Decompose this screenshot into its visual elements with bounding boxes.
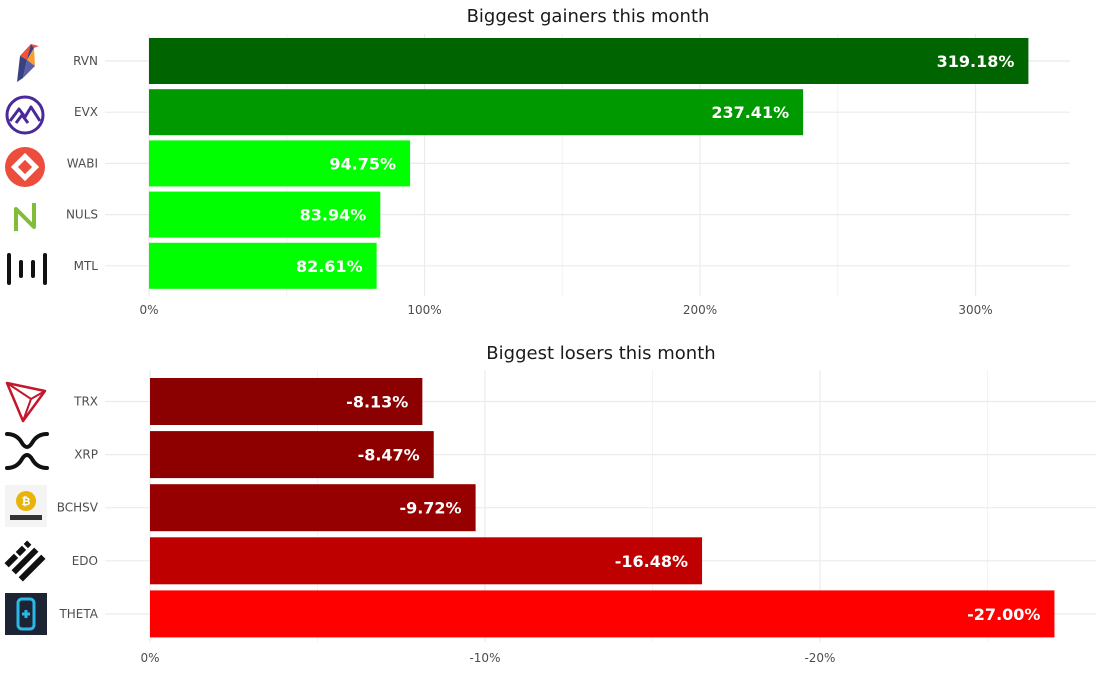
category-label: THETA <box>58 607 98 621</box>
loser-bar-theta <box>150 590 1055 638</box>
losers-bars <box>150 378 1055 638</box>
value-label: 237.41% <box>711 103 789 122</box>
x-tick-label: 300% <box>958 303 992 317</box>
losers-category-labels: TRX XRP BCHSV EDO THETA <box>57 395 99 621</box>
gainer-bar-evx <box>149 89 804 136</box>
losers-value-labels: -8.13% -8.47% -9.72% -16.48% -27.00% <box>346 393 1040 624</box>
x-tick-label: 0% <box>139 303 158 317</box>
category-label: MTL <box>74 259 99 273</box>
value-label: 83.94% <box>300 206 367 225</box>
metal-logo-icon <box>7 253 47 285</box>
x-tick-label: 0% <box>140 651 159 665</box>
x-tick-label: 200% <box>683 303 717 317</box>
category-label: NULS <box>66 208 98 222</box>
gainers-chart-title: Biggest gainers this month <box>467 6 710 27</box>
gainers-tick-labels: 0% 100% 200% 300% <box>139 303 992 317</box>
value-label: 319.18% <box>937 52 1015 71</box>
category-label: RVN <box>73 54 98 68</box>
x-tick-label: -10% <box>469 651 500 665</box>
value-label: 94.75% <box>329 154 396 173</box>
everex-logo-icon <box>5 95 45 135</box>
value-label: -27.00% <box>967 605 1040 624</box>
gainer-bar-mtl <box>149 242 377 289</box>
value-label: 82.61% <box>296 257 363 276</box>
svg-text:₿: ₿ <box>22 495 31 508</box>
category-label: BCHSV <box>57 501 99 515</box>
gainers-bars <box>149 38 1029 289</box>
value-label: -8.47% <box>358 446 420 465</box>
loser-bar-trx <box>150 378 423 425</box>
loser-bar-bchsv <box>150 484 476 532</box>
value-label: -8.13% <box>346 393 408 412</box>
wabi-logo-icon <box>5 147 45 187</box>
gainers-chart-panel: Biggest gainers this month RVN EVX WABI NUL… <box>5 6 1070 317</box>
raven-logo-icon <box>17 44 39 82</box>
loser-bar-edo <box>150 537 703 585</box>
eidoo-logo-icon <box>4 540 46 582</box>
loser-bar-xrp <box>150 431 434 479</box>
gainers-category-labels: RVN EVX WABI NULS MTL <box>66 54 98 273</box>
value-label: -9.72% <box>399 499 461 518</box>
category-label: EVX <box>74 105 98 119</box>
bitcoin-sv-logo-icon: ₿ <box>5 485 47 527</box>
losers-chart-title: Biggest losers this month <box>486 343 715 364</box>
nuls-logo-icon <box>14 203 36 231</box>
category-label: XRP <box>74 448 98 462</box>
category-label: WABI <box>67 156 98 170</box>
gainer-bar-rvn <box>149 38 1029 84</box>
category-label: TRX <box>73 395 98 409</box>
tron-logo-icon <box>5 381 47 423</box>
category-label: EDO <box>72 554 98 568</box>
gainer-bar-nuls <box>149 191 381 238</box>
x-tick-label: 100% <box>407 303 441 317</box>
value-label: -16.48% <box>615 552 688 571</box>
gainer-bar-wabi <box>149 140 411 187</box>
losers-tick-labels: 0% -10% -20% <box>140 651 835 665</box>
theta-logo-icon <box>5 593 47 635</box>
x-tick-label: -20% <box>804 651 835 665</box>
gainers-value-labels: 319.18% 237.41% 94.75% 83.94% 82.61% <box>296 52 1014 276</box>
losers-chart-panel: Biggest losers this month TRX XRP BCHSV EDO… <box>4 343 1096 665</box>
xrp-logo-icon <box>5 432 49 470</box>
